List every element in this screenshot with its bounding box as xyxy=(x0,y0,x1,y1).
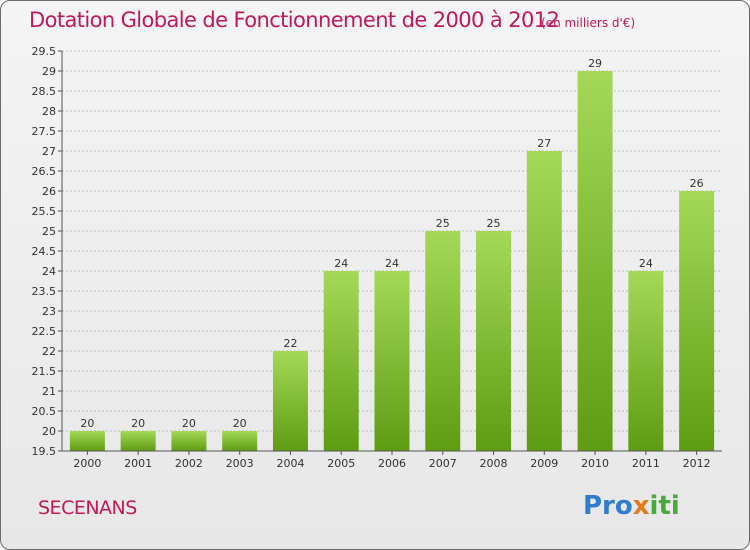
y-tick-label: 29 xyxy=(42,65,56,78)
value-label: 24 xyxy=(639,257,653,270)
bar-2001 xyxy=(120,431,156,451)
x-tick-label: 2009 xyxy=(530,457,558,470)
value-label: 25 xyxy=(436,217,450,230)
y-tick-label: 28.5 xyxy=(32,85,57,98)
y-tick-label: 29.5 xyxy=(32,45,57,58)
value-label: 22 xyxy=(283,337,297,350)
logo-part-2: x xyxy=(632,491,650,521)
y-tick-label: 26 xyxy=(42,185,56,198)
y-tick-label: 22.5 xyxy=(32,325,57,338)
y-tick-label: 20.5 xyxy=(32,405,57,418)
bar-2007 xyxy=(425,231,461,451)
y-tick-label: 27 xyxy=(42,145,56,158)
logo-part-3: iti xyxy=(649,491,680,521)
logo-part-1: Pro xyxy=(583,491,633,521)
value-label: 20 xyxy=(131,417,145,430)
value-label: 27 xyxy=(537,137,551,150)
bar-2005 xyxy=(323,271,359,451)
value-label: 24 xyxy=(385,257,399,270)
x-tick-label: 2008 xyxy=(480,457,508,470)
x-tick-label: 2001 xyxy=(124,457,152,470)
bars: 20 20 20 20 22 24 24 25 25 27 29 24 26 xyxy=(69,57,715,451)
value-label: 24 xyxy=(334,257,348,270)
proxiti-logo[interactable]: Proxiti xyxy=(583,491,680,521)
y-tick-label: 19.5 xyxy=(32,445,57,458)
bar-2000 xyxy=(69,431,105,451)
bar-2004 xyxy=(272,351,308,451)
y-tick-label: 27.5 xyxy=(32,125,57,138)
x-tick-label: 2004 xyxy=(276,457,304,470)
value-label: 20 xyxy=(233,417,247,430)
value-label: 20 xyxy=(80,417,94,430)
town-name: SECENANS xyxy=(38,497,137,519)
x-tick-label: 2012 xyxy=(683,457,711,470)
x-tick-label: 2003 xyxy=(226,457,254,470)
value-label: 29 xyxy=(588,57,602,70)
bar-2012 xyxy=(679,191,715,451)
x-tick-label: 2006 xyxy=(378,457,406,470)
y-tick-label: 22 xyxy=(42,345,56,358)
bar-2010 xyxy=(577,71,613,451)
y-tick-label: 23.5 xyxy=(32,285,57,298)
bar-2002 xyxy=(171,431,207,451)
y-tick-label: 25.5 xyxy=(32,205,57,218)
x-tick-label: 2010 xyxy=(581,457,609,470)
y-tick-label: 20 xyxy=(42,425,56,438)
y-tick-label: 21 xyxy=(42,385,56,398)
y-tick-label: 24 xyxy=(42,265,56,278)
x-tick-label: 2000 xyxy=(73,457,101,470)
bar-2006 xyxy=(374,271,410,451)
chart-title: Dotation Globale de Fonctionnement de 20… xyxy=(29,8,560,32)
y-tick-label: 24.5 xyxy=(32,245,57,258)
y-tick-label: 26.5 xyxy=(32,165,57,178)
bar-2011 xyxy=(628,271,664,451)
y-tick-label: 25 xyxy=(42,225,56,238)
value-label: 25 xyxy=(487,217,501,230)
value-label: 20 xyxy=(182,417,196,430)
bar-2008 xyxy=(476,231,512,451)
chart-unit: (en milliers d'€) xyxy=(541,16,636,30)
x-tick-label: 2005 xyxy=(327,457,355,470)
x-tick-label: 2002 xyxy=(175,457,203,470)
bar-2009 xyxy=(526,151,562,451)
x-tick-label: 2011 xyxy=(632,457,660,470)
y-tick-label: 21.5 xyxy=(32,365,57,378)
value-label: 26 xyxy=(690,177,704,190)
axes: 19.5 20 20.5 21 21.5 22 22.5 23 23.5 24 24.5 25 25.5… xyxy=(32,45,722,470)
y-tick-label: 23 xyxy=(42,305,56,318)
x-tick-label: 2007 xyxy=(429,457,457,470)
bar-2003 xyxy=(222,431,258,451)
y-tick-label: 28 xyxy=(42,105,56,118)
